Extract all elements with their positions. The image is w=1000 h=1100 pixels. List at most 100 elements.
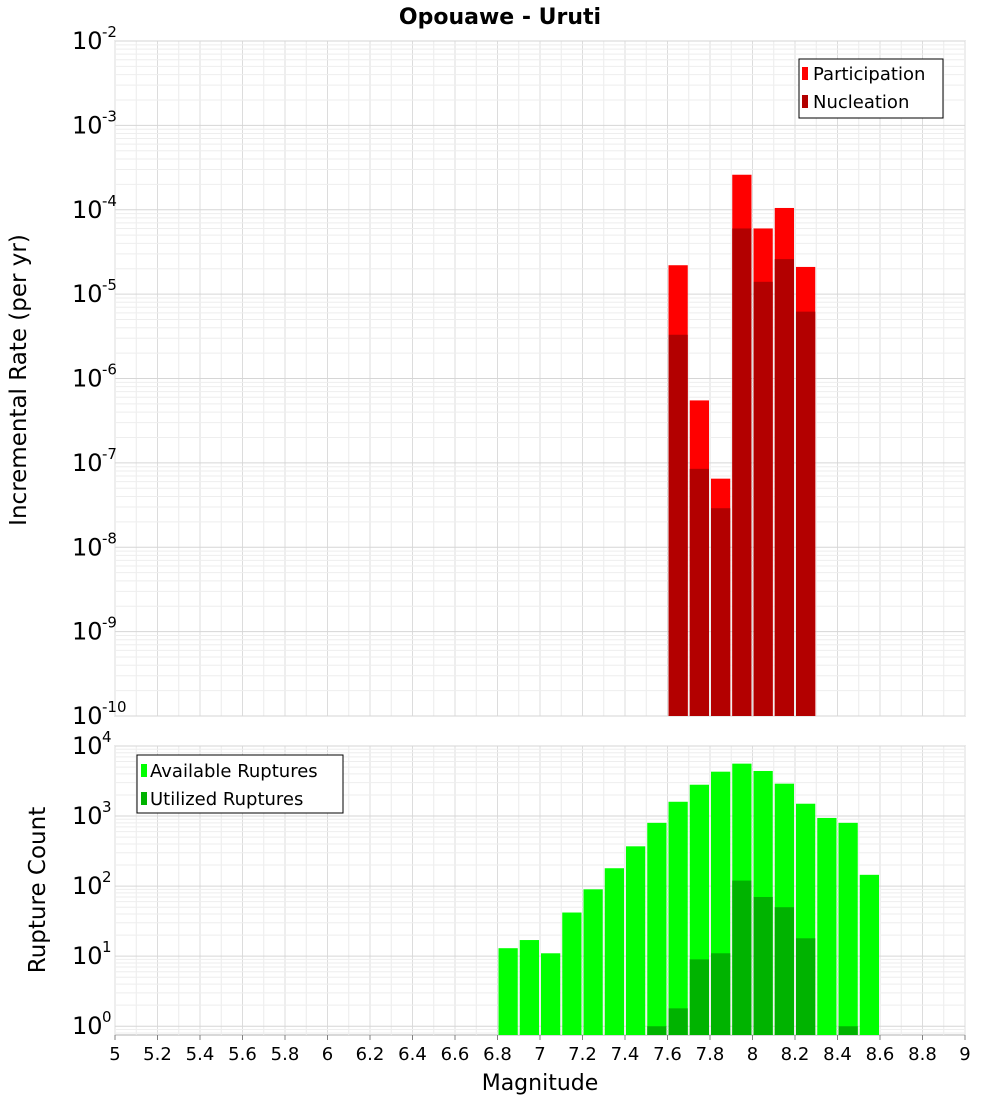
top-y-tick-exponent: -9 xyxy=(102,614,117,632)
bottom-bar-utilized-ruptures xyxy=(668,1008,688,1035)
x-tick-label: 5.6 xyxy=(228,1044,257,1065)
bottom-y-axis-label: Rupture Count xyxy=(25,807,51,973)
x-tick-label: 5.2 xyxy=(143,1044,172,1065)
bottom-legend: Available Ruptures Utilized Ruptures xyxy=(136,754,344,814)
top-bar-nucleation xyxy=(774,259,794,716)
top-bar-nucleation xyxy=(689,468,709,716)
top-y-tick-exponent: -5 xyxy=(102,276,117,294)
bottom-y-tick-exponent: 3 xyxy=(102,798,112,816)
top-y-tick-exponent: -3 xyxy=(102,107,117,125)
legend-swatch-participation xyxy=(802,67,808,80)
x-tick-label: 5 xyxy=(109,1044,120,1065)
x-tick-label: 8.4 xyxy=(823,1044,852,1065)
x-tick-label: 9 xyxy=(959,1044,970,1065)
legend-label-participation: Participation xyxy=(813,64,925,85)
x-axis-label: Magnitude xyxy=(482,1071,599,1096)
legend-swatch-nucleation xyxy=(802,95,808,108)
top-y-tick-exponent: -2 xyxy=(102,23,117,41)
top-legend-box xyxy=(798,58,944,119)
top-bar-nucleation xyxy=(711,508,731,716)
bottom-bar-available-ruptures xyxy=(519,940,539,1035)
x-tick-label: 7.2 xyxy=(568,1044,597,1065)
top-y-tick-base: 10 xyxy=(72,365,103,393)
top-y-tick-exponent: -7 xyxy=(102,445,117,463)
top-grid xyxy=(114,40,966,717)
x-ticks: 5 5.2 5.4 5.6 5.8 6 6.2 6.4 6.6 6.8 7 7.2 7.4 7.6 7.8 8… xyxy=(109,1035,971,1065)
x-tick-label: 8 xyxy=(747,1044,758,1065)
top-y-tick-base: 10 xyxy=(72,449,103,477)
bottom-bar-utilized-ruptures xyxy=(753,896,773,1035)
top-bar-nucleation xyxy=(753,281,773,716)
bottom-bar-utilized-ruptures xyxy=(838,1026,858,1035)
top-y-axis-label: Incremental Rate (per yr) xyxy=(6,234,32,526)
legend-swatch-available xyxy=(141,764,147,777)
bottom-bar-available-ruptures xyxy=(498,948,518,1035)
x-tick-label: 5.8 xyxy=(271,1044,300,1065)
top-y-tick-exponent: -4 xyxy=(102,192,117,210)
top-y-tick-base: 10 xyxy=(72,111,103,139)
bottom-bar-utilized-ruptures xyxy=(774,907,794,1035)
top-y-tick-base: 10 xyxy=(72,702,103,730)
top-bars xyxy=(668,174,816,716)
top-bar-nucleation xyxy=(796,311,816,716)
bottom-y-tick-base: 10 xyxy=(72,732,103,760)
x-tick-label: 7.4 xyxy=(611,1044,640,1065)
top-legend: Participation Nucleation xyxy=(798,58,944,119)
x-tick-label: 6 xyxy=(322,1044,333,1065)
legend-swatch-utilized xyxy=(141,792,147,805)
bottom-y-tick-base: 10 xyxy=(72,1012,103,1040)
x-tick-label: 8.6 xyxy=(866,1044,895,1065)
legend-label-nucleation: Nucleation xyxy=(813,92,909,113)
bottom-y-tick-exponent: 4 xyxy=(102,728,112,746)
bottom-y-tick-exponent: 2 xyxy=(102,868,112,886)
bottom-legend-box xyxy=(136,754,344,814)
x-tick-label: 8.8 xyxy=(908,1044,937,1065)
bottom-bar-available-ruptures xyxy=(626,846,646,1035)
top-bar-nucleation xyxy=(668,334,688,716)
bottom-bars xyxy=(498,763,879,1035)
x-tick-label: 7.6 xyxy=(653,1044,682,1065)
bottom-y-tick-base: 10 xyxy=(72,802,103,830)
top-y-tick-exponent: -8 xyxy=(102,529,117,547)
bottom-bar-available-ruptures xyxy=(838,822,858,1035)
x-tick-label: 6.2 xyxy=(356,1044,385,1065)
legend-label-available: Available Ruptures xyxy=(150,761,318,782)
x-tick-label: 8.2 xyxy=(781,1044,810,1065)
bottom-bar-utilized-ruptures xyxy=(732,880,752,1035)
x-tick-label: 6.8 xyxy=(483,1044,512,1065)
x-tick-label: 7.8 xyxy=(696,1044,725,1065)
bottom-y-tick-exponent: 0 xyxy=(102,1008,112,1026)
x-tick-label: 6.4 xyxy=(398,1044,427,1065)
bottom-bar-utilized-ruptures xyxy=(711,953,731,1035)
x-tick-label: 5.4 xyxy=(186,1044,215,1065)
top-y-tick-base: 10 xyxy=(72,618,103,646)
bottom-bar-available-ruptures xyxy=(541,953,561,1035)
top-y-tick-base: 10 xyxy=(72,280,103,308)
bottom-y-tick-base: 10 xyxy=(72,942,103,970)
top-y-tick-base: 10 xyxy=(72,196,103,224)
bottom-bar-utilized-ruptures xyxy=(796,938,816,1035)
bottom-bar-available-ruptures xyxy=(604,868,624,1035)
bottom-y-tick-exponent: 1 xyxy=(102,938,112,956)
bottom-bar-available-ruptures xyxy=(583,889,603,1035)
bottom-bar-utilized-ruptures xyxy=(689,959,709,1035)
x-tick-label: 6.6 xyxy=(441,1044,470,1065)
x-tick-label: 7 xyxy=(534,1044,545,1065)
top-y-tick-base: 10 xyxy=(72,27,103,55)
bottom-bar-available-ruptures xyxy=(562,912,582,1035)
bottom-bar-utilized-ruptures xyxy=(647,1026,667,1035)
legend-label-utilized: Utilized Ruptures xyxy=(150,789,303,810)
chart-title: Opouawe - Uruti xyxy=(399,5,601,30)
bottom-y-tick-base: 10 xyxy=(72,872,103,900)
top-y-tick-base: 10 xyxy=(72,533,103,561)
top-bar-nucleation xyxy=(732,228,752,716)
top-y-tick-exponent: -10 xyxy=(102,698,127,716)
bottom-bar-available-ruptures xyxy=(817,817,837,1035)
bottom-bar-available-ruptures xyxy=(647,822,667,1035)
bottom-bar-available-ruptures xyxy=(668,801,688,1035)
